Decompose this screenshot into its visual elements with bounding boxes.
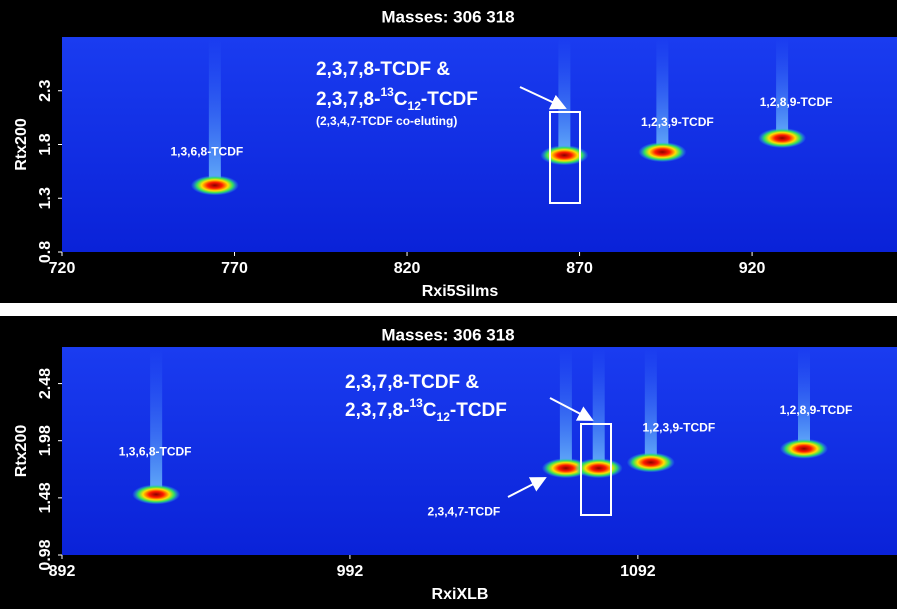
- peak: [758, 128, 806, 148]
- x-tick-label: 820: [394, 260, 421, 277]
- peak-label: 1,2,3,9-TCDF: [641, 115, 714, 129]
- callout-line: 2,3,7,8-TCDF &: [316, 59, 450, 80]
- peak-label: 1,2,8,9-TCDF: [760, 95, 833, 109]
- callout-part: C: [423, 400, 437, 421]
- peak: [638, 142, 686, 162]
- peak: [780, 439, 828, 459]
- y-axis-label: Rtx200: [13, 118, 30, 171]
- x-tick-label: 770: [221, 260, 248, 277]
- y-tick-label: 0.8: [37, 241, 54, 263]
- peak-streak: [150, 347, 162, 494]
- y-tick-label: 0.98: [37, 539, 54, 570]
- peak-streak: [798, 347, 810, 449]
- callout-part: 2,3,7,8-: [345, 400, 409, 421]
- callout-part: 12: [437, 410, 451, 424]
- y-tick-label: 2.48: [37, 368, 54, 399]
- peak-label: 1,3,6,8-TCDF: [171, 145, 244, 159]
- y-tick-label: 1.3: [37, 187, 54, 209]
- x-tick-label: 1092: [620, 563, 656, 580]
- chart-title: Masses: 306 318: [381, 7, 514, 26]
- callout-part: 13: [409, 396, 423, 410]
- callout-part: 2,3,7,8-: [316, 89, 380, 110]
- y-tick-label: 2.3: [37, 80, 54, 102]
- callout-part: 13: [380, 85, 394, 99]
- peak-label: 2,3,4,7-TCDF: [428, 504, 501, 518]
- callout-note: (2,3,4,7-TCDF co-eluting): [316, 114, 457, 128]
- peak-streak: [209, 37, 221, 185]
- peak-label: 1,3,6,8-TCDF: [119, 445, 192, 459]
- callout-part: C: [394, 89, 408, 110]
- callout-line: 2,3,7,8-TCDF &: [345, 372, 479, 393]
- peak: [132, 484, 180, 504]
- chart-title: Masses: 306 318: [381, 325, 514, 344]
- peak-streak: [656, 37, 668, 152]
- x-axis-label: Rxi5Silms: [422, 283, 499, 300]
- peak-streak: [645, 347, 657, 462]
- x-tick-label: 992: [337, 563, 364, 580]
- callout-part: -TCDF: [421, 89, 478, 110]
- peak-label: 1,2,8,9-TCDF: [780, 403, 853, 417]
- x-tick-label: 870: [566, 260, 593, 277]
- peak-streak: [593, 347, 605, 468]
- callout-line: 2,3,7,8-13C12-TCDF: [345, 396, 507, 424]
- peak-label: 1,2,3,9-TCDF: [642, 421, 715, 435]
- callout-part: -TCDF: [450, 400, 507, 421]
- y-tick-label: 1.48: [37, 482, 54, 513]
- peak-streak: [558, 37, 570, 155]
- x-tick-label: 920: [739, 260, 766, 277]
- peak: [540, 145, 588, 165]
- y-tick-label: 1.98: [37, 425, 54, 456]
- y-tick-label: 1.8: [37, 133, 54, 155]
- callout-line: 2,3,7,8-13C12-TCDF: [316, 85, 478, 113]
- peak: [191, 175, 239, 195]
- figure: Masses: 306 3187207708208709200.81.31.82…: [0, 0, 897, 609]
- peak-streak: [776, 37, 788, 138]
- y-axis-label: Rtx200: [13, 425, 30, 478]
- peak: [627, 452, 675, 472]
- callout-part: 12: [408, 99, 422, 113]
- x-axis-label: RxiXLB: [432, 586, 489, 603]
